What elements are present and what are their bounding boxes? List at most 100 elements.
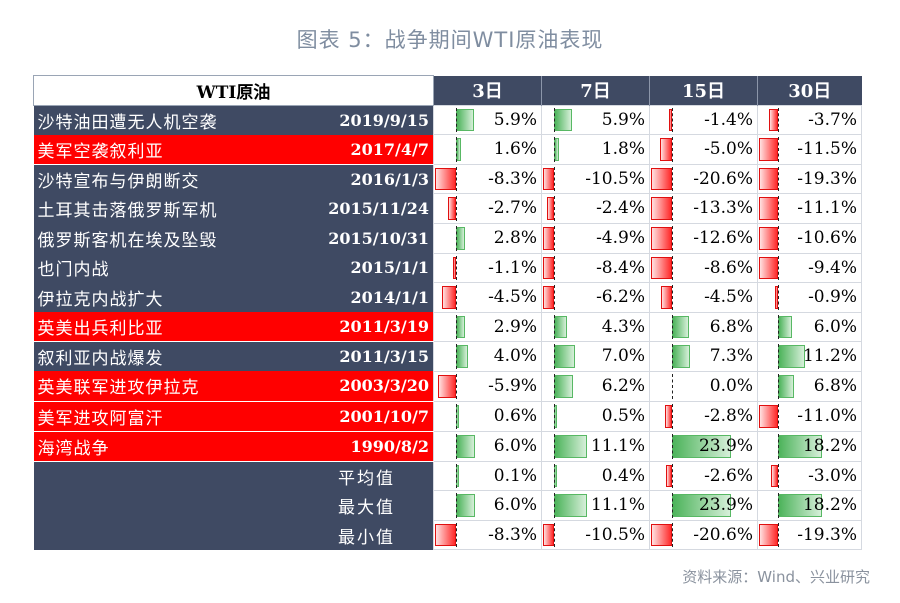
table-row: 叙利亚内战爆发 2011/3/15 4.0% 7.0% 7.3% 11.2%: [33, 341, 862, 372]
negative-bar: [759, 138, 778, 161]
event-date: 2019/9/15: [339, 110, 429, 130]
event-cell: 也门内战 2015/1/1: [33, 253, 434, 283]
negative-bar: [543, 286, 554, 309]
value-cell: -3.0%: [757, 460, 862, 492]
value-label: -5.0%: [704, 139, 753, 160]
negative-bar: [660, 286, 672, 309]
value-cell: -4.5%: [433, 282, 542, 313]
value-cell: -19.3%: [757, 163, 862, 195]
zero-axis: [554, 285, 555, 310]
header-row: WTI原油 3日 7日 15日 30日: [33, 75, 862, 106]
value-label: -8.4%: [596, 257, 645, 278]
negative-bar: [759, 256, 778, 280]
value-cell: -20.6%: [649, 163, 758, 195]
zero-axis: [554, 493, 555, 518]
event-cell: 伊拉克内战扩大 2014/1/1: [33, 282, 434, 313]
event-name: 美军空袭叙利亚: [37, 141, 164, 162]
zero-axis: [778, 493, 779, 518]
zero-axis: [456, 403, 457, 429]
value-cell: -8.3%: [433, 163, 542, 195]
event-cell: 沙特油田遭无人机空袭 2019/9/15: [33, 105, 434, 135]
zero-axis: [456, 433, 457, 459]
zero-axis: [554, 107, 555, 133]
header-7d: 7日: [541, 75, 650, 106]
header-15d: 15日: [649, 75, 758, 106]
value-cell: -9.4%: [757, 252, 862, 284]
event-cell: 叙利亚内战爆发 2011/3/15: [33, 341, 434, 372]
value-label: 1.6%: [493, 139, 537, 160]
zero-axis: [554, 225, 555, 251]
value-cell: -20.6%: [649, 519, 758, 551]
event-date: 2015/10/31: [328, 228, 429, 248]
value-cell: 0.4%: [541, 460, 650, 492]
negative-bar: [452, 256, 456, 280]
value-cell: -10.6%: [757, 222, 862, 254]
event-name: 海湾战争: [37, 438, 110, 459]
table-row: 英美出兵利比亚 2011/3/19 2.9% 4.3% 6.8% 6.0%: [33, 311, 862, 343]
zero-axis: [456, 522, 457, 548]
value-label: -11.0%: [797, 405, 857, 426]
table-row: 沙特宣布与伊朗断交 2016/1/3 -8.3% -10.5% -20.6% -19.3%: [33, 163, 862, 195]
zero-axis: [456, 344, 457, 369]
zero-axis: [672, 463, 673, 489]
positive-bar: [672, 345, 690, 368]
positive-bar: [456, 345, 469, 368]
negative-bar: [651, 256, 672, 280]
negative-bar: [759, 167, 778, 191]
value-cell: 1.6%: [433, 134, 542, 165]
value-cell: 4.0%: [433, 341, 542, 372]
stat-row: 最小值 -8.3% -10.5% -20.6% -19.3%: [33, 519, 862, 551]
header-3d: 3日: [433, 75, 542, 106]
value-cell: 7.3%: [649, 341, 758, 372]
value-cell: -11.0%: [757, 400, 862, 432]
zero-axis: [672, 225, 673, 251]
zero-axis: [672, 285, 673, 310]
table-row: 沙特油田遭无人机空袭 2019/9/15 5.9% 5.9% -1.4% -3.7%: [33, 104, 862, 136]
event-date: 2011/3/19: [339, 317, 429, 337]
event-cell: 美军空袭叙利亚 2017/4/7: [33, 134, 434, 165]
zero-axis: [672, 107, 673, 133]
value-cell: -4.5%: [649, 282, 758, 313]
event-name: 英美出兵利比亚: [37, 319, 164, 340]
table-body: 沙特油田遭无人机空袭 2019/9/15 5.9% 5.9% -1.4% -3.7% 美军空…: [33, 104, 862, 551]
value-cell: -10.5%: [541, 519, 650, 551]
value-label: -20.6%: [693, 168, 753, 189]
table-row: 英美联军进攻伊拉克 2003/3/20 -5.9% 6.2% 0.0% 6.8%: [33, 370, 862, 402]
stat-label: 最小值: [33, 520, 434, 550]
positive-bar: [554, 434, 588, 458]
value-cell: 1.8%: [541, 134, 650, 165]
value-cell: -8.3%: [433, 519, 542, 551]
value-cell: 6.0%: [433, 490, 542, 521]
event-date: 2001/10/7: [339, 406, 429, 426]
value-label: -2.4%: [596, 198, 645, 219]
positive-bar: [456, 434, 475, 458]
event-name: 英美联军进攻伊拉克: [37, 378, 200, 399]
event-cell: 土耳其击落俄罗斯军机 2015/11/24: [33, 193, 434, 224]
value-label: 6.2%: [601, 375, 645, 396]
value-cell: 6.2%: [541, 370, 650, 402]
value-cell: -0.9%: [757, 282, 862, 313]
value-label: -6.2%: [596, 287, 645, 308]
negative-bar: [775, 286, 778, 309]
value-cell: 11.1%: [541, 490, 650, 521]
zero-axis: [778, 314, 779, 340]
value-label: -8.3%: [488, 168, 537, 189]
value-cell: -6.2%: [541, 282, 650, 313]
value-cell: -10.5%: [541, 163, 650, 195]
value-label: -10.5%: [585, 168, 645, 189]
event-name: 伊拉克内战扩大: [37, 289, 164, 310]
event-cell: 英美联军进攻伊拉克 2003/3/20: [33, 371, 434, 402]
value-label: -3.0%: [808, 465, 857, 486]
value-label: -1.1%: [488, 257, 537, 278]
negative-bar: [665, 404, 672, 428]
zero-axis: [778, 403, 779, 429]
event-cell: 沙特宣布与伊朗断交 2016/1/3: [33, 164, 434, 194]
event-cell: 海湾战争 1990/8/2: [33, 431, 434, 462]
value-label: -11.5%: [797, 139, 857, 160]
event-cell: 美军进攻阿富汗 2001/10/7: [33, 401, 434, 432]
zero-axis: [456, 225, 457, 251]
stat-label: 平均值: [33, 461, 434, 491]
value-label: -13.3%: [693, 198, 753, 219]
value-label: -19.3%: [797, 168, 857, 189]
zero-axis: [554, 137, 555, 162]
